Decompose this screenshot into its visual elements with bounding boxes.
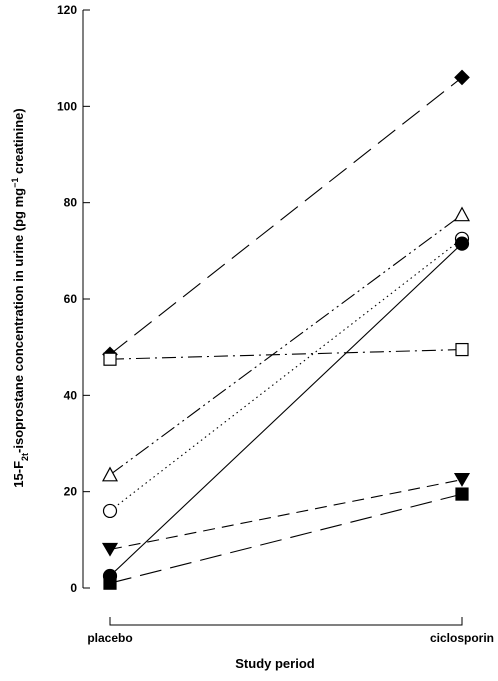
y-tick-label: 40	[64, 388, 78, 402]
series-line	[109, 77, 463, 355]
series-circle-open	[102, 231, 470, 519]
data-point-square	[455, 342, 469, 357]
data-point-square	[103, 576, 117, 590]
x-axis-bracket	[109, 617, 463, 626]
series-line	[109, 243, 463, 577]
series-diamond-filled	[102, 69, 470, 363]
data-point-triangle	[453, 206, 471, 222]
data-point-square	[103, 352, 117, 366]
y-title-part: -isoprostane concentration in urine (pg …	[11, 188, 26, 453]
series-line	[109, 238, 463, 512]
series-circle-filled	[102, 236, 470, 584]
y-title-superscript: −1	[10, 178, 20, 188]
series-square-open	[103, 342, 469, 366]
y-tick-label: 20	[64, 485, 78, 499]
data-point-triangle-down	[453, 473, 471, 487]
series-layer	[101, 69, 471, 590]
series-line	[109, 479, 463, 551]
data-point-diamond	[454, 69, 470, 86]
series-square-filled	[103, 487, 469, 590]
y-title-part: 15-F	[11, 461, 26, 488]
axes: 0 20 40 60 80 100 120 placebo ciclosporin	[57, 3, 494, 645]
data-point-triangle-down	[101, 542, 119, 557]
y-title-subscript: 2t	[20, 453, 30, 461]
x-tick-label: placebo	[87, 631, 132, 645]
data-point-circle	[102, 503, 118, 519]
y-title-part: creatinine)	[11, 108, 26, 177]
series-line	[109, 214, 463, 476]
y-tick-label: 0	[70, 581, 77, 595]
y-tick-label: 80	[64, 196, 78, 210]
y-tick-label: 100	[57, 99, 77, 113]
series-triangle-down-filled	[101, 473, 471, 557]
y-tick-label: 60	[64, 292, 78, 306]
series-line	[109, 349, 463, 360]
y-axis-title: 15-F2t-isoprostane concentration in urin…	[10, 108, 30, 487]
x-tick-label: ciclosporin	[430, 631, 494, 645]
y-tick-label: 120	[57, 3, 77, 17]
x-axis-title: Study period	[235, 656, 315, 671]
data-point-triangle	[101, 466, 119, 482]
data-point-circle	[454, 236, 470, 251]
data-point-square	[455, 487, 469, 501]
series-line	[109, 493, 463, 584]
series-triangle-open	[101, 206, 471, 482]
